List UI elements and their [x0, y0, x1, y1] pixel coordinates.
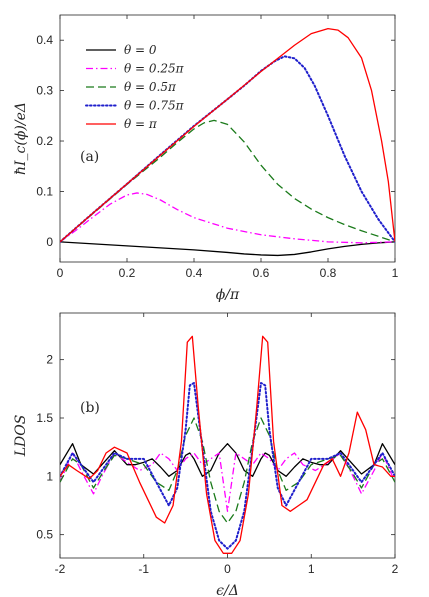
panel-label: (a) — [80, 149, 99, 165]
x-tick-label: 1 — [392, 266, 399, 280]
legend-entry-5: θ = π — [124, 117, 158, 131]
series-line-2 — [60, 192, 395, 244]
x-axis-label: ϕ/π — [216, 287, 240, 303]
x-tick-label: 0 — [57, 266, 64, 280]
y-tick-label: 0 — [46, 235, 53, 249]
series-group — [60, 335, 395, 554]
legend-entry-1: θ = 0 — [124, 43, 157, 57]
x-tick-label: 0.8 — [320, 266, 337, 280]
x-tick-label: 2 — [392, 562, 399, 576]
x-tick-label: -2 — [55, 562, 66, 576]
axes-frame — [59, 312, 396, 559]
y-tick-label: 2 — [46, 353, 53, 367]
y-tick-label: 0.1 — [36, 184, 53, 198]
series-line-3 — [60, 119, 395, 243]
y-tick-label: 1 — [46, 469, 53, 483]
series-line-4 — [60, 382, 395, 550]
x-tick-label: 0.2 — [119, 266, 136, 280]
legend-entry-3: θ = 0.5π — [124, 80, 177, 94]
series-line-5 — [60, 335, 395, 554]
y-tick-label: 0.5 — [36, 528, 53, 542]
axes-frame — [59, 14, 396, 263]
y-axis-label: LDOS — [13, 415, 29, 458]
series-group — [60, 27, 395, 257]
x-tick-label: -1 — [138, 562, 149, 576]
series-line-2 — [60, 452, 395, 512]
x-tick-label: 0.4 — [186, 266, 203, 280]
y-tick-label: 0.2 — [36, 134, 53, 148]
legend-entry-4: θ = 0.75π — [124, 99, 185, 113]
series-line-1 — [60, 241, 395, 257]
y-tick-label: 0.3 — [36, 84, 53, 98]
x-tick-label: 0.6 — [253, 266, 270, 280]
legend-entry-2: θ = 0.25π — [124, 62, 185, 76]
y-tick-label: 1.5 — [36, 411, 53, 425]
x-axis-label: ϵ/Δ — [216, 583, 239, 597]
x-tick-label: 1 — [308, 562, 315, 576]
panel-b-ldos: -2 -1 0 1 2 0.5 1 1.5 2 ϵ/Δ LDOS (b) — [13, 312, 399, 597]
series-line-4 — [60, 55, 395, 243]
x-tick-label: 0 — [224, 562, 231, 576]
y-tick-label: 0.4 — [36, 33, 53, 47]
y-axis-label: ħI_c(ϕ)/eΔ — [13, 102, 29, 175]
series-line-5 — [60, 27, 395, 243]
panel-a-current-phase-relation: 0 0.2 0.4 0.6 0.8 1 0 0.1 0.2 0.3 0.4 ϕ/π ħI_c(ϕ)/eΔ… — [13, 14, 399, 303]
panel-label: (b) — [80, 400, 100, 416]
